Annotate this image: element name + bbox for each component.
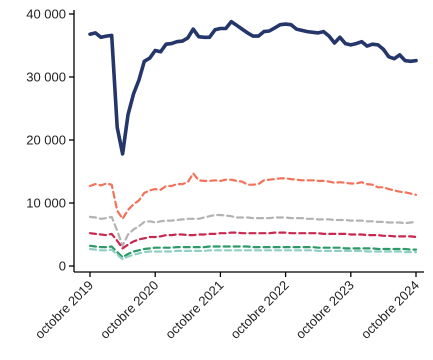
series-line-5 [88, 244, 418, 259]
y-tick-label: 10 000 [26, 196, 66, 211]
x-tick-label: octobre 2024 [358, 278, 422, 342]
x-tick-label: octobre 2020 [97, 278, 161, 342]
x-axis-ticks: octobre 2019 octobre 2020 octobre 2021 octo… [32, 272, 422, 342]
series-layer [88, 19, 418, 261]
y-tick-label: 20 000 [26, 133, 66, 148]
series-line-1 [88, 19, 418, 156]
x-tick-label: octobre 2022 [227, 278, 291, 342]
axis-layer [73, 10, 424, 273]
x-tick-label: octobre 2021 [162, 278, 226, 342]
y-tick-label: 30 000 [26, 70, 66, 85]
y-tick-label: 40 000 [26, 7, 66, 22]
x-tick-label: octobre 2019 [32, 278, 96, 342]
series-line-3 [88, 213, 418, 247]
y-tick-label: 0 [59, 259, 66, 274]
series-line-6 [88, 247, 418, 261]
series-line-2 [88, 172, 418, 220]
series-line-4 [88, 231, 418, 250]
x-tick-label: octobre 2023 [293, 278, 357, 342]
y-axis-ticks: 0 10 000 20 000 30 000 40 000 [26, 7, 74, 274]
